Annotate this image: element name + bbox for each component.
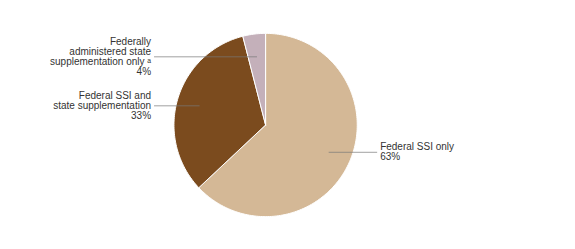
svg-text:Federal SSI only63%: Federal SSI only63%: [380, 141, 454, 162]
svg-text:Federallyadministered statesup: Federallyadministered statesupplementati…: [50, 36, 151, 77]
svg-text:Federal SSI andstate supplemen: Federal SSI andstate supplementation33%: [53, 90, 151, 121]
